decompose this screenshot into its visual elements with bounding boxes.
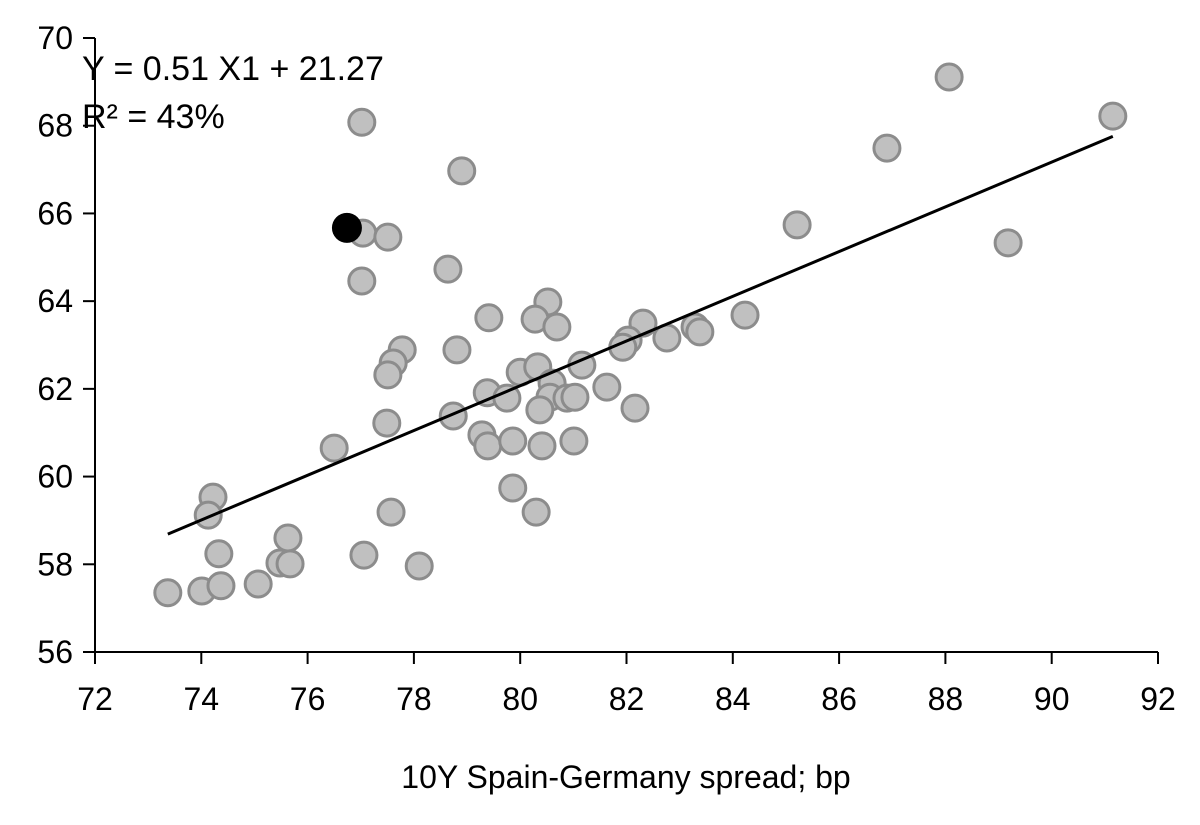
y-tick-label: 66 [37, 195, 73, 231]
r-squared-label: R² = 43% [82, 98, 225, 136]
data-point [153, 578, 183, 608]
data-point [934, 62, 964, 92]
y-tick-label: 68 [37, 108, 73, 144]
data-point [498, 473, 528, 503]
x-tick-label: 76 [290, 681, 326, 717]
data-point [373, 360, 403, 390]
regression-equation: Y = 0.51 X1 + 21.27 [82, 50, 384, 88]
data-point [373, 222, 403, 252]
x-tick-label: 82 [609, 681, 645, 717]
data-point [193, 500, 223, 530]
y-tick-label: 58 [37, 546, 73, 582]
data-point [498, 426, 528, 456]
data-point [560, 382, 590, 412]
y-tick-label: 60 [37, 459, 73, 495]
x-tick-label: 80 [502, 681, 538, 717]
data-point [404, 551, 434, 581]
x-tick-label: 84 [715, 681, 751, 717]
y-tick-label: 62 [37, 371, 73, 407]
data-point [559, 426, 589, 456]
data-point [521, 497, 551, 527]
data-point [438, 401, 468, 431]
data-point [204, 539, 234, 569]
data-point [349, 540, 379, 570]
x-tick-label: 92 [1140, 681, 1176, 717]
data-point [474, 303, 504, 333]
data-point [542, 312, 572, 342]
data-point [243, 569, 273, 599]
data-point [872, 133, 902, 163]
data-point [525, 395, 555, 425]
x-tick-label: 78 [396, 681, 432, 717]
data-point [273, 523, 303, 553]
data-point [782, 210, 812, 240]
x-tick-label: 86 [821, 681, 857, 717]
data-point [376, 497, 406, 527]
data-point [347, 107, 377, 137]
x-tick-label: 72 [77, 681, 113, 717]
x-tick-label: 88 [928, 681, 964, 717]
data-point [527, 431, 557, 461]
x-tick-label: 74 [184, 681, 220, 717]
data-point [620, 393, 650, 423]
data-point [206, 571, 236, 601]
data-point [1098, 101, 1128, 131]
data-point [319, 433, 349, 463]
data-point [592, 372, 622, 402]
y-tick-label: 56 [37, 634, 73, 670]
data-point [433, 254, 463, 284]
highlighted-data-point [331, 212, 362, 243]
data-point [442, 335, 472, 365]
data-point [685, 317, 715, 347]
data-point [372, 408, 402, 438]
data-point [993, 228, 1023, 258]
axes: 72 74 76 78 80 82 84 86 88 90 92 56 58 60 62 64 66 68 70 [37, 20, 1175, 717]
data-point [473, 431, 503, 461]
trendline [167, 135, 1114, 536]
data-point [447, 156, 477, 186]
x-axis-label: 10Y Spain-Germany spread; bp [401, 759, 850, 795]
data-point [275, 549, 305, 579]
x-tick-label: 90 [1034, 681, 1070, 717]
data-point [347, 266, 377, 296]
data-point [730, 300, 760, 330]
y-tick-label: 64 [37, 283, 73, 319]
y-tick-label: 70 [37, 20, 73, 56]
